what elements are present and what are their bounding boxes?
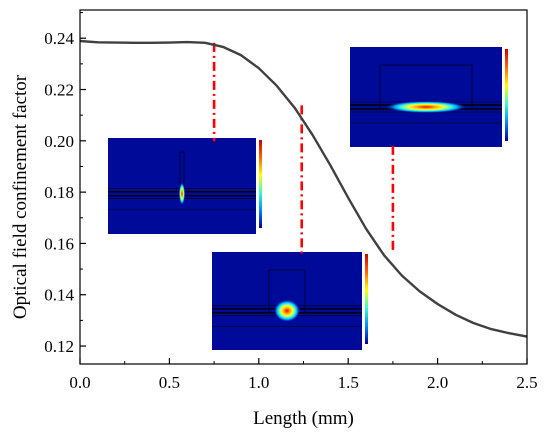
y-axis: 0.12 0.14 0.16 0.18 0.20 0.22 0.24 <box>44 12 86 356</box>
x-tick-label: 0.5 <box>159 373 180 392</box>
markers-layer <box>212 42 395 257</box>
x-tick-label: 1.0 <box>248 373 269 392</box>
inset-field <box>350 47 502 147</box>
inset-colorbar <box>259 140 262 228</box>
x-tick-label: 2.5 <box>516 373 537 392</box>
inset-mode-spot <box>179 182 185 205</box>
x-axis-label: Length (mm) <box>253 408 354 429</box>
mode-profile-narrow <box>108 138 268 234</box>
series-layer <box>79 39 528 338</box>
y-axis-label: Optical field confinement factor <box>10 74 31 319</box>
y-tick-label: 0.24 <box>44 29 74 48</box>
inset-colorbar <box>365 254 368 344</box>
mode-profile-wide <box>350 47 514 147</box>
y-tick-label: 0.20 <box>44 132 74 151</box>
y-tick-label: 0.16 <box>44 234 74 253</box>
y-tick-label: 0.14 <box>44 286 74 305</box>
inset-mode-spot <box>386 101 466 113</box>
y-tick-label: 0.18 <box>44 183 74 202</box>
x-tick-label: 0.0 <box>69 373 90 392</box>
y-tick-label: 0.22 <box>44 81 74 100</box>
x-tick-label: 1.5 <box>338 373 359 392</box>
inset-mode-spot <box>274 299 300 322</box>
x-tick-label: 2.0 <box>427 373 448 392</box>
inset-colorbar <box>505 49 508 141</box>
series-line <box>79 39 528 338</box>
mode-profile-round <box>212 252 374 350</box>
x-axis: 0.0 0.5 1.0 1.5 2.0 2.5 <box>69 358 538 392</box>
y-tick-label: 0.12 <box>44 337 74 356</box>
insets-layer <box>108 47 514 350</box>
